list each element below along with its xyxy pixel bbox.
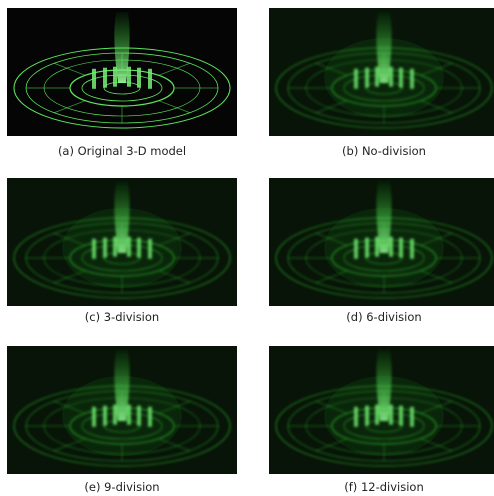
pillar — [127, 67, 131, 87]
caption: (d) 6-division — [264, 310, 494, 324]
render-image — [269, 346, 494, 474]
glow — [62, 208, 182, 288]
render-image — [7, 178, 237, 306]
figure: (a) Original 3-D model (b) No-division (c)… — [0, 0, 494, 496]
render-image — [7, 346, 237, 474]
pillar — [113, 67, 117, 87]
caption: (b) No-division — [264, 144, 494, 158]
render-image — [7, 8, 237, 136]
render-image — [269, 178, 494, 306]
pillar — [137, 68, 141, 88]
pillar — [148, 69, 152, 89]
glow — [324, 376, 444, 456]
caption: (e) 9-division — [2, 480, 242, 494]
caption: (c) 3-division — [2, 310, 242, 324]
glow — [324, 208, 444, 288]
render-image — [269, 8, 494, 136]
caption: (f) 12-division — [264, 480, 494, 494]
glow — [324, 38, 444, 118]
caption: (a) Original 3-D model — [2, 144, 242, 158]
pillar — [92, 69, 96, 89]
pillar — [103, 68, 107, 88]
glow — [62, 376, 182, 456]
